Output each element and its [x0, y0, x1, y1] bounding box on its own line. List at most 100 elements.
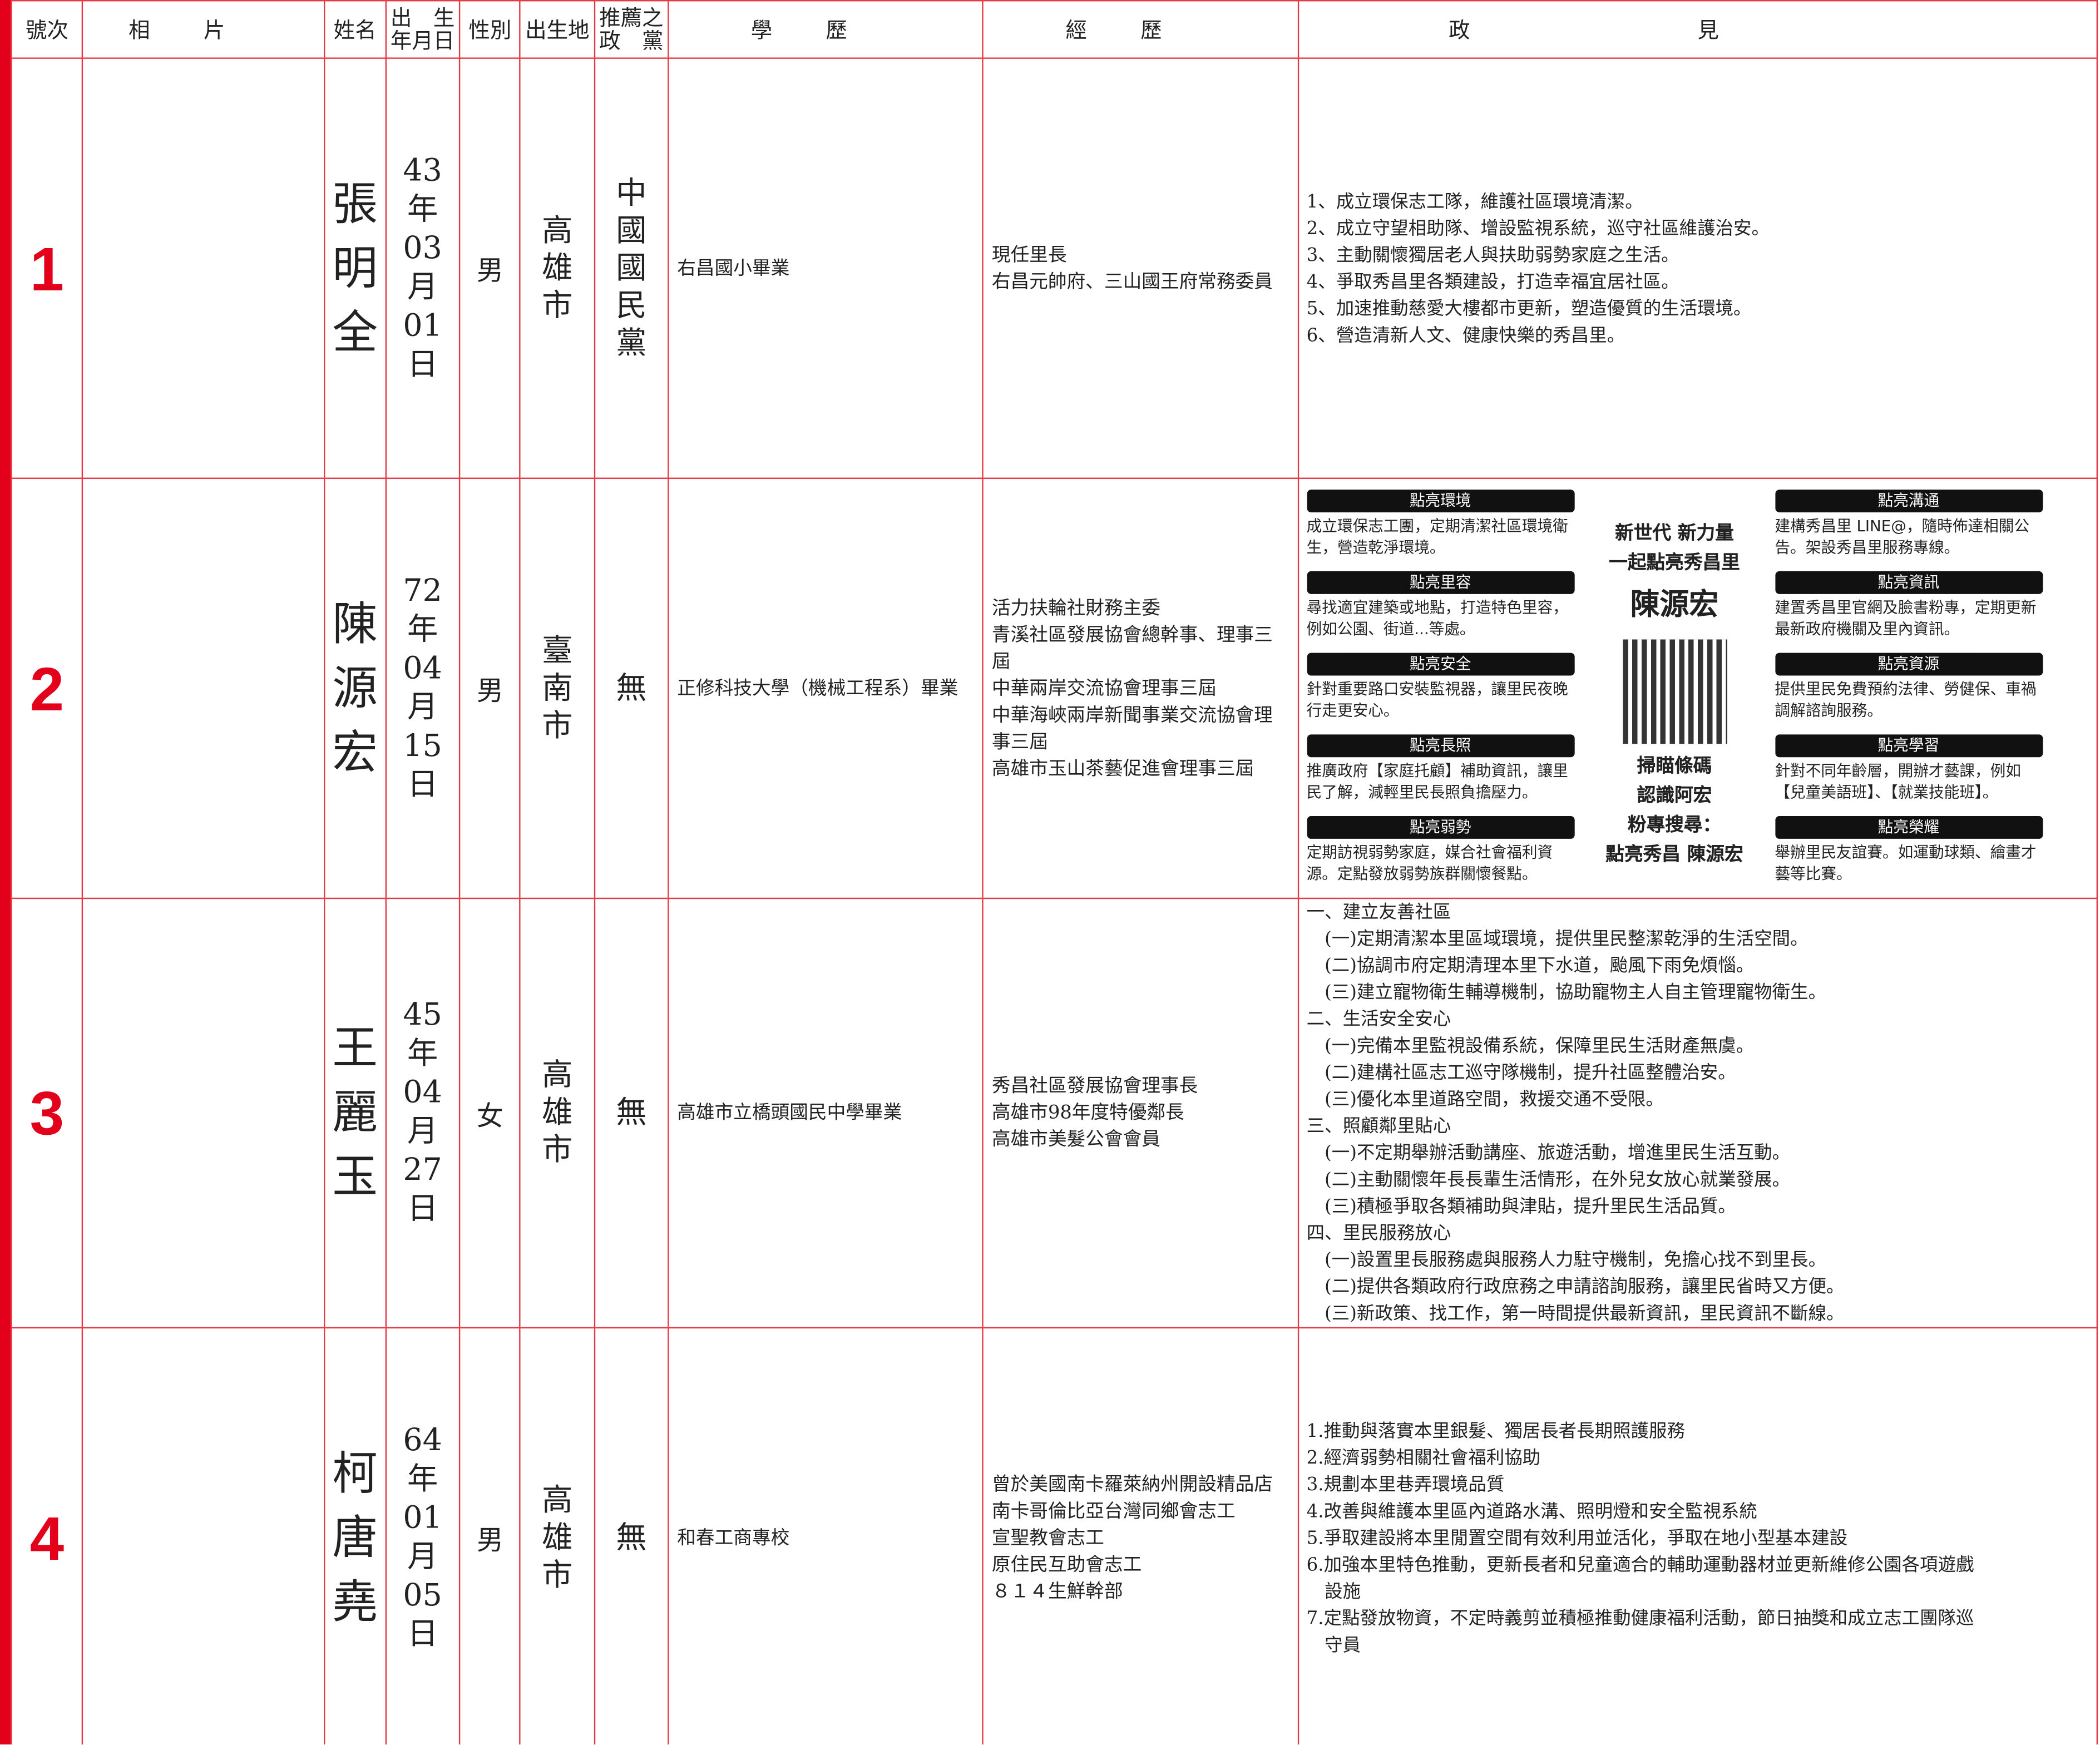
name: 張明全: [332, 177, 378, 359]
platform-line: (三)優化本里道路空間，救援交通不受限。: [1306, 1089, 1664, 1111]
candidate-table: 號次 相片 姓名出 生年月日 性別 出生地 推薦之政 黨 學歷 經歷 政見 1 張明全 43年03月…: [11, 0, 2098, 1745]
section-title: 點亮資源: [1775, 652, 2043, 676]
party-cell: 無: [593, 1327, 669, 1745]
section-text: 提供里民免費預約法律、勞健保、車禍調解諮詢服務。: [1775, 679, 2037, 720]
experience-line: 南卡哥倫比亞台灣同鄉會志工: [991, 1500, 1236, 1522]
birthplace: 高雄市: [542, 1482, 573, 1593]
platform-line: 2.經濟弱勢相關社會福利協助: [1306, 1447, 1541, 1469]
platform-column: 點亮環境 成立環保志工團，定期清潔社區環境衛生，營造乾淨環境。 點亮里容 尋找適宜建築…: [1306, 487, 1574, 896]
birth-date: 45年04月27日: [403, 998, 442, 1227]
education: 高雄市立橋頭國民中學畢業: [677, 1102, 902, 1124]
name-cell: 張明全: [324, 57, 387, 479]
experience-line: 中華兩岸交流協會理事三屆: [991, 678, 1217, 699]
header-cell: 相片: [82, 0, 325, 59]
birthplace-cell: 高雄市: [520, 57, 595, 479]
experience-line: 高雄市玉山茶藝促進會理事三屆: [991, 758, 1254, 779]
platform-line: (三)積極爭取各類補助與津貼，提升里民生活品質。: [1306, 1196, 1736, 1218]
platform-line: 三、照顧鄰里貼心: [1306, 1115, 1451, 1138]
header-text: 政 黨: [599, 28, 664, 54]
platform-line: 4、爭取秀昌里各類建設，打造幸福宜居社區。: [1306, 271, 1679, 293]
gender: 男: [459, 57, 521, 479]
header-cell: 性別: [459, 0, 521, 59]
section-title: 點亮長照: [1306, 734, 1574, 758]
platform-line: 四、里民服務放心: [1306, 1223, 1451, 1244]
section-text: 建構秀昌里 LINE@，隨時佈達相關公告。架設秀昌里服務專線。: [1775, 516, 2030, 557]
birth-cell: 72年04月15日: [384, 477, 461, 899]
header-text: 推薦之: [599, 5, 664, 31]
platform-line: (二)提供各類政府行政庶務之申請諮詢服務，讓里民省時又方便。: [1306, 1276, 1845, 1298]
platform-line: (二)建構社區志工巡守隊機制，提升社區整體治安。: [1306, 1062, 1736, 1084]
section-text: 建置秀昌里官網及臉書粉專，定期更新最新政府機關及里內資訊。: [1775, 598, 2037, 639]
photo-cell: [82, 1327, 325, 1745]
section-title: 點亮溝通: [1775, 490, 2043, 513]
number: 3: [11, 897, 83, 1329]
platform-line: (三)建立寵物衛生輔導機制，協助寵物主人自主管理寵物衛生。: [1306, 982, 1827, 1004]
header-text: 姓名: [333, 17, 377, 42]
party-cell: 無: [593, 897, 669, 1329]
platform-column: 點亮溝通建構秀昌里 LINE@，隨時佈達相關公告。架設秀昌里服務專線。點亮資訊建…: [1775, 487, 2043, 896]
platform-center: 新世代 新力量 一起點亮秀昌里 陳源宏 掃瞄條碼 認識阿宏 粉專搜尋： 點亮秀昌 陳源宏: [1574, 487, 1775, 896]
header-text: 相片: [129, 17, 279, 42]
header-text: 年月日: [390, 28, 455, 54]
section-text: 針對重要路口安裝監視器，讓里民夜晚行走更安心。: [1306, 679, 1568, 720]
platform-line: 5、加速推動慈愛大樓都市更新，塑造優質的生活環境。: [1306, 298, 1752, 319]
slogan: 新世代 新力量: [1615, 523, 1734, 545]
platform-line: 3.規劃本里巷弄環境品質: [1306, 1474, 1505, 1495]
platform-line: (一)定期清潔本里區域環境，提供里民整潔乾淨的生活空間。: [1306, 928, 1809, 950]
section-text: 尋找適宜建築或地點，打造特色里容，例如公園、街道...等處。: [1306, 598, 1568, 639]
experience-line: 青溪社區發展協會總幹事、理事三屆: [991, 624, 1273, 673]
experience-line: 中華海峽兩岸新聞事業交流協會理事三屆: [991, 704, 1273, 753]
section-text: 針對不同年齡層，開辦才藝課，例如【兒童美語班】、【就業技能班】。: [1775, 761, 2021, 802]
name: 柯唐堯: [332, 1447, 378, 1629]
birth-cell: 45年04月27日: [384, 897, 461, 1329]
platform-line: (一)不定期舉辦活動講座、旅遊活動，增進里民生活互動。: [1306, 1142, 1791, 1164]
experience-line: 高雄市98年度特優鄰長: [991, 1102, 1184, 1124]
platform-line: 二、生活安全安心: [1306, 1009, 1451, 1030]
platform-line: (二)主動關懷年長長輩生活情形，在外兒女放心就業發展。: [1306, 1169, 1791, 1191]
name-cell: 王麗玉: [324, 897, 387, 1329]
experience-line: 活力扶輪社財務主委: [991, 597, 1160, 619]
experience-line: 高雄市美髮公會會員: [991, 1129, 1160, 1151]
education-cell: 右昌國小畢業: [668, 57, 984, 479]
name: 王麗玉: [332, 1022, 378, 1204]
platform-line: 6、營造清新人文、健康快樂的秀昌里。: [1306, 324, 1625, 346]
candidate-row: 2 陳源宏 72年04月15日男臺南市 無 正修科技大學（機械工程系）畢業 活力扶輪社財務…: [11, 477, 2098, 899]
number: 2: [11, 477, 83, 899]
qr-code: [1622, 639, 1727, 744]
header-cell: 出生地: [520, 0, 595, 59]
header-cell: 經歷: [982, 0, 1299, 59]
birthplace-cell: 高雄市: [520, 897, 595, 1329]
gender: 女: [459, 897, 521, 1329]
platform-line: 設施: [1306, 1580, 1361, 1602]
gender: 男: [459, 477, 521, 899]
section-title: 點亮安全: [1306, 652, 1574, 676]
section-text: 推廣政府【家庭托顧】補助資訊，讓里民了解，減輕里民長照負擔壓力。: [1306, 761, 1568, 802]
birthplace-cell: 高雄市: [520, 1327, 595, 1745]
photo-cell: [82, 897, 325, 1329]
platform-line: 7.定點發放物資，不定時義剪並積極推動健康福利活動，節日抽獎和成立志工團隊巡: [1306, 1607, 1974, 1629]
section-text: 定期訪視弱勢家庭，媒合社會福利資源。定點發放弱勢族群關懷餐點。: [1306, 843, 1553, 883]
candidate-row: 3 王麗玉 45年04月27日女高雄市 無 高雄市立橋頭國民中學畢業 秀昌社區發展協會理事…: [11, 897, 2098, 1329]
candidate-row: 1 張明全 43年03月01日男高雄市 中國國民黨 右昌國小畢業 現任里長 右昌元帥府、三山…: [11, 57, 2098, 479]
platform-line: 4.改善與維護本里區內道路水溝、照明燈和安全監視系統: [1306, 1500, 1757, 1522]
education: 右昌國小畢業: [677, 257, 790, 279]
table-body: 1 張明全 43年03月01日男高雄市 中國國民黨 右昌國小畢業 現任里長 右昌元帥府、三山…: [11, 57, 2098, 1745]
section-title: 點亮榮耀: [1775, 816, 2043, 839]
header-text: 性別: [468, 17, 512, 42]
experience-line: ８１４生鮮幹部: [991, 1580, 1123, 1602]
name-cell: 柯唐堯: [324, 1327, 387, 1745]
platform-graphic: 點亮環境 成立環保志工團，定期清潔社區環境衛生，營造乾淨環境。 點亮里容 尋找適宜建築…: [1306, 479, 2097, 896]
platform-line: 6.加強本里特色推動，更新長者和兒童適合的輔助運動器材並更新維修公園各項遊戲: [1306, 1554, 1974, 1575]
header-text: 號次: [25, 17, 68, 42]
photo-cell: [82, 477, 325, 899]
party: 中國國民黨: [616, 176, 647, 361]
platform-line: 3、主動關懷獨居老人與扶助弱勢家庭之生活。: [1306, 244, 1679, 266]
header-cell: 姓名: [324, 0, 387, 59]
experience-cell: 活力扶輪社財務主委青溪社區發展協會總幹事、理事三屆中華兩岸交流協會理事三屆中華海…: [982, 477, 1299, 899]
section-title: 點亮資訊: [1775, 571, 2043, 594]
education-cell: 正修科技大學（機械工程系）畢業: [668, 477, 984, 899]
section-title: 點亮環境: [1306, 490, 1574, 513]
section-text: 舉辦里民友誼賽。如運動球類、繪畫才藝等比賽。: [1775, 843, 2037, 883]
header-text: 政見: [1449, 17, 1946, 42]
birth-cell: 43年03月01日: [384, 57, 461, 479]
